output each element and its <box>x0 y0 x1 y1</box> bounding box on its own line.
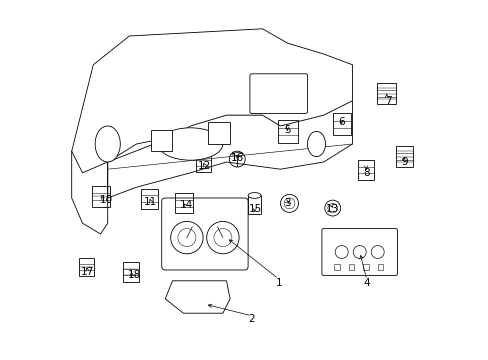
Text: 11: 11 <box>144 197 157 207</box>
Bar <box>123 262 139 282</box>
Text: 6: 6 <box>338 117 345 127</box>
Bar <box>141 189 158 209</box>
Text: 18: 18 <box>128 270 141 280</box>
Bar <box>175 193 192 213</box>
Ellipse shape <box>95 126 120 162</box>
Bar <box>79 258 94 276</box>
Bar <box>332 113 350 135</box>
Text: 8: 8 <box>363 168 369 178</box>
Text: 1: 1 <box>275 278 282 288</box>
Bar <box>395 146 412 167</box>
Text: 10: 10 <box>99 195 112 205</box>
Ellipse shape <box>158 128 223 160</box>
Text: 7: 7 <box>385 96 391 106</box>
Text: 4: 4 <box>363 278 369 288</box>
Text: 12: 12 <box>198 161 211 171</box>
Ellipse shape <box>247 193 261 198</box>
Polygon shape <box>165 281 230 313</box>
Text: 2: 2 <box>248 314 254 324</box>
Bar <box>195 154 210 172</box>
Text: 5: 5 <box>284 125 290 135</box>
Bar <box>377 83 395 104</box>
Text: 15: 15 <box>248 204 262 214</box>
Text: 16: 16 <box>230 153 244 163</box>
Bar <box>91 186 109 207</box>
FancyBboxPatch shape <box>249 74 307 113</box>
Bar <box>247 195 261 214</box>
Polygon shape <box>107 101 352 198</box>
Bar <box>357 160 373 180</box>
Text: 17: 17 <box>81 267 94 277</box>
Ellipse shape <box>307 131 325 157</box>
Bar <box>377 264 382 270</box>
Bar <box>208 122 230 144</box>
Text: 9: 9 <box>401 157 407 167</box>
Bar <box>334 264 339 270</box>
Text: 14: 14 <box>180 200 193 210</box>
Text: 13: 13 <box>325 204 339 214</box>
Bar <box>348 264 354 270</box>
Text: 3: 3 <box>284 198 290 208</box>
Bar <box>151 130 172 151</box>
Bar <box>363 264 368 270</box>
Bar <box>277 120 297 143</box>
